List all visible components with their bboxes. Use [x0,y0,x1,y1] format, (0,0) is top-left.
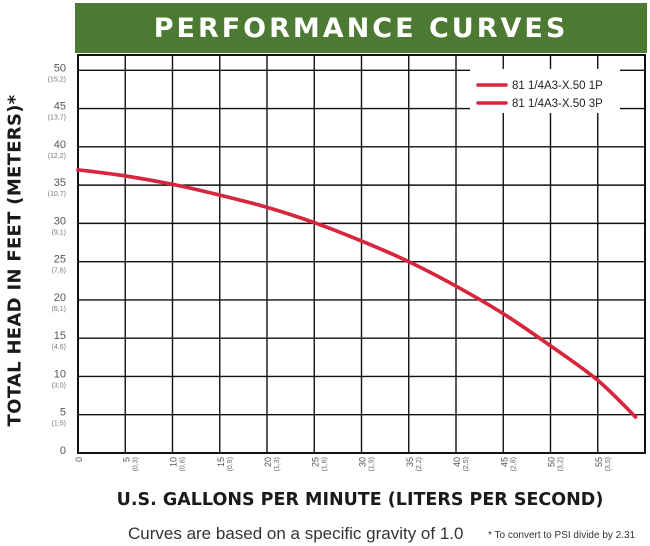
x-tick-sublabel: (0,3) [132,457,139,471]
x-tick-sublabel: (2,8) [510,457,517,471]
x-tick-label: 50 [547,457,557,467]
x-tick-label: 55 [594,457,604,467]
x-tick-sublabel: (0,9) [227,457,234,471]
specific-gravity-note: Curves are based on a specific gravity o… [128,524,464,543]
y-tick-label: 40 [54,139,66,151]
x-tick-sublabel: (1,9) [369,457,376,471]
y-tick-label: 0 [60,445,66,457]
x-axis-label: U.S. GALLONS PER MINUTE (LITERS PER SECO… [116,490,604,510]
x-tick-label: 5 [121,457,131,462]
y-tick-sublabel: (7,6) [52,268,66,275]
psi-conversion-note: * To convert to PSI divide by 2.31 [488,530,636,541]
chart-title: PERFORMANCE CURVES [153,12,569,44]
y-tick-sublabel: (15,2) [48,76,66,83]
x-tick-sublabel: (2,2) [416,457,423,471]
x-tick-label: 25 [310,457,320,467]
legend-background [470,69,620,113]
y-tick-sublabel: (6,1) [52,306,66,313]
x-tick-sublabel: (1,3) [274,457,281,471]
y-tick-label: 10 [54,368,66,380]
x-tick-label: 0 [74,457,84,462]
x-tick-label: 40 [452,457,462,467]
y-tick-label: 35 [54,177,66,189]
y-tick-label: 30 [54,215,66,227]
y-tick-label: 50 [54,62,66,74]
chart-title-banner: PERFORMANCE CURVES [75,3,647,53]
x-tick-sublabel: (2,5) [463,457,470,471]
x-tick-label: 30 [358,457,368,467]
y-tick-sublabel: (1,5) [52,421,66,428]
y-tick-sublabel: (12,2) [48,153,66,160]
x-tick-label: 20 [263,457,273,467]
y-tick-label: 20 [54,292,66,304]
y-tick-label: 25 [54,254,66,266]
legend-label: 81 1/4A3-X.50 3P [512,98,603,110]
y-tick-label: 15 [54,330,66,342]
x-tick-sublabel: (3,2) [558,457,565,471]
y-tick-label: 5 [60,407,66,419]
y-tick-sublabel: (13,7) [48,115,66,122]
y-tick-label: 45 [54,101,66,113]
y-tick-sublabel: (9,1) [52,229,66,236]
x-tick-label: 15 [216,457,226,467]
y-tick-sublabel: (10,7) [48,191,66,198]
x-tick-label: 35 [405,457,415,467]
series-line-2 [76,168,638,419]
x-tick-label: 45 [499,457,509,467]
x-tick-label: 10 [169,457,179,467]
y-tick-sublabel: (4,6) [52,344,66,351]
x-tick-sublabel: (3,5) [605,457,612,471]
x-tick-sublabel: (1,6) [321,457,328,471]
x-tick-sublabel: (0,6) [180,457,187,471]
legend-label: 81 1/4A3-X.50 1P [512,80,603,92]
y-tick-sublabel: (3,0) [52,382,66,389]
